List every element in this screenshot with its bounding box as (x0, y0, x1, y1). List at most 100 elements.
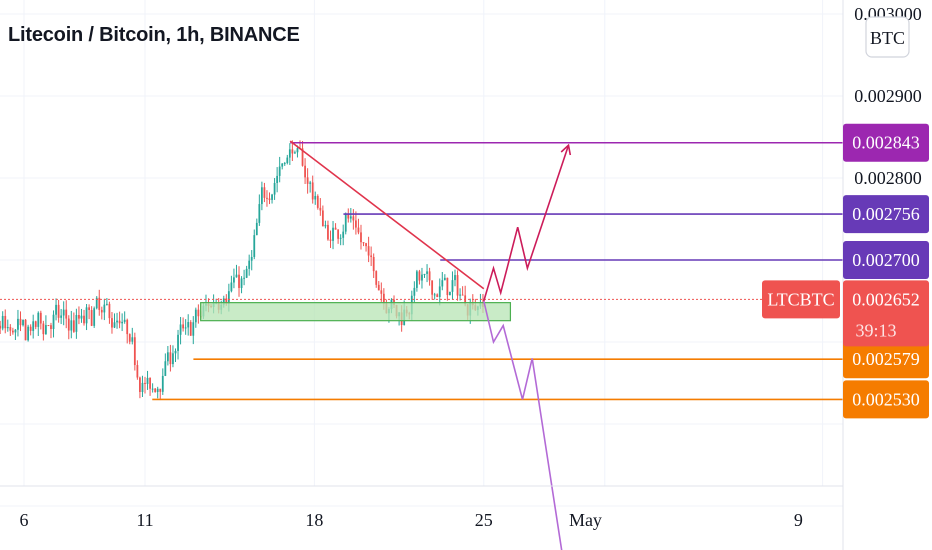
candle-body (100, 309, 103, 313)
candle-body (449, 291, 451, 296)
candle-body (108, 303, 111, 319)
candle-body (301, 148, 304, 166)
candle-body (344, 214, 347, 232)
bullish-forecast-path (483, 144, 570, 302)
last-price-text: 0.002652 (852, 289, 920, 309)
candle-body (360, 232, 362, 243)
candle-body (382, 293, 385, 304)
candle-body (146, 377, 149, 385)
candle-body (156, 388, 159, 392)
candle-body (316, 195, 319, 208)
candle-body (179, 324, 182, 335)
level-price-text: 0.002843 (852, 133, 920, 153)
candle-body (17, 318, 19, 330)
candle-body (327, 224, 329, 240)
candle-body (367, 246, 370, 256)
candle-body (88, 307, 90, 311)
candle-body (464, 295, 467, 305)
candle-body (98, 297, 101, 310)
candle-body (45, 325, 47, 335)
candle-body (174, 350, 177, 354)
candle-body (271, 194, 273, 200)
candle-body (225, 298, 228, 304)
candle-body (426, 271, 428, 274)
candle-body (177, 334, 179, 351)
candle-body (334, 227, 337, 230)
candle-body (370, 255, 373, 258)
candle-body (304, 165, 306, 178)
level-price-text: 0.002530 (852, 389, 920, 409)
candle-body (433, 294, 436, 296)
candle-body (65, 309, 68, 319)
candle-body (347, 214, 350, 219)
candle-body (133, 337, 136, 366)
candle-body (55, 304, 57, 315)
x-tick-label: 18 (305, 510, 323, 530)
candle-body (4, 315, 7, 329)
candles (0, 140, 484, 401)
trendline (289, 140, 485, 290)
candle-body (52, 314, 55, 330)
candle-body (164, 361, 167, 376)
candle-body (263, 187, 266, 198)
candle-body (418, 271, 421, 281)
symbol-badge: LTCBTC (762, 280, 840, 319)
candle-body (80, 315, 83, 319)
candle-body (50, 325, 52, 330)
candle-body (93, 308, 96, 326)
candle-body (413, 287, 416, 296)
currency-button[interactable]: BTC (865, 16, 910, 58)
candle-body (357, 227, 360, 233)
candle-body (311, 182, 314, 200)
candle-body (60, 315, 63, 318)
candle-body (352, 216, 355, 221)
grid (0, 0, 843, 507)
candle-body (365, 243, 367, 247)
candle-body (443, 277, 446, 281)
candle-body (42, 323, 45, 335)
candle-body (126, 319, 129, 335)
level-price-text: 0.002579 (852, 349, 920, 369)
candle-body (19, 318, 22, 326)
candle-body (32, 321, 35, 331)
candle-body (141, 382, 144, 392)
candle-body (194, 309, 197, 323)
candle-body (233, 277, 235, 283)
candle-body (461, 294, 464, 296)
x-tick-label: May (569, 510, 602, 530)
candle-body (268, 198, 271, 200)
candle-body (372, 257, 375, 272)
candle-body (454, 275, 456, 281)
level-price-text: 0.002756 (852, 204, 920, 224)
candle-body (83, 315, 85, 324)
candle-body (1, 315, 4, 329)
candle-body (319, 207, 322, 211)
candle-body (72, 320, 75, 332)
candle-body (377, 284, 380, 291)
candle-body (294, 152, 296, 154)
candle-body (22, 319, 24, 326)
candle-body (349, 216, 352, 219)
candle-body (149, 377, 151, 389)
candle-body (128, 334, 131, 342)
level-price-badge: 0.002843 (843, 123, 929, 162)
candle-body (197, 309, 200, 317)
candle-body (27, 326, 30, 341)
candle-body (306, 177, 309, 184)
candle-body (248, 260, 251, 269)
candle-body (103, 304, 106, 313)
candle-body (39, 312, 42, 324)
candle-body (281, 163, 284, 167)
candle-body (75, 314, 78, 332)
candle-body (14, 329, 17, 333)
y-tick-label: 0.002800 (854, 168, 922, 188)
candle-body (329, 239, 332, 241)
candle-body (116, 320, 118, 323)
candle-body (436, 294, 439, 297)
level-price-badge: 0.002579 (843, 340, 929, 379)
candle-body (375, 271, 378, 285)
candle-body (235, 274, 238, 278)
candle-body (314, 195, 317, 200)
candle-body (29, 326, 32, 331)
